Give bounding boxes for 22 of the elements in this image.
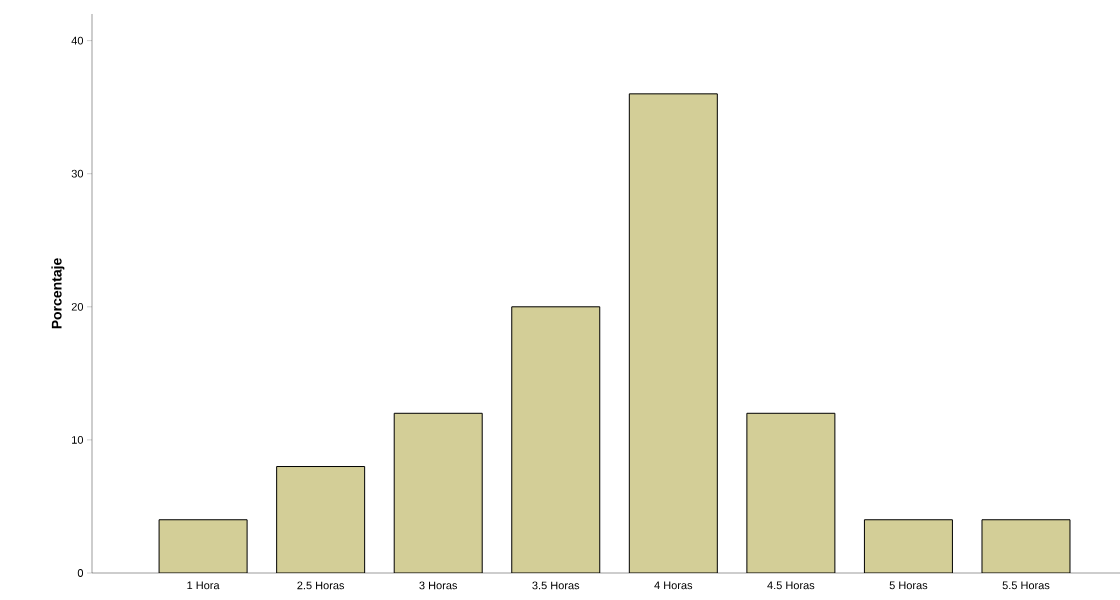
y-axis-title: Porcentaje [51,258,65,329]
x-tick-label: 5.5 Horas [1002,581,1050,590]
bar [158,519,248,573]
bar [746,412,836,573]
y-tick-label: 20 [71,302,84,311]
y-tick-label: 40 [71,36,84,45]
y-tick-label: 10 [72,436,84,444]
bar [276,466,366,573]
x-tick-label: 3 Horas [419,581,458,590]
x-tick-label: 2.5 Horas [297,581,345,590]
x-tick-label: 1 Hora [187,581,220,590]
x-tick-label: 4 Horas [654,581,693,590]
x-tick-label: 5 Horas [889,581,928,590]
bar [981,519,1071,573]
bar [511,306,601,573]
y-tick-label: 0 [77,569,84,577]
x-tick-label: 3.5 Horas [532,581,580,590]
bar [628,93,718,573]
x-tick-label: 4.5 Horas [767,581,815,590]
bar [863,519,953,573]
bar [393,412,483,573]
y-tick-label: 30 [71,169,84,178]
